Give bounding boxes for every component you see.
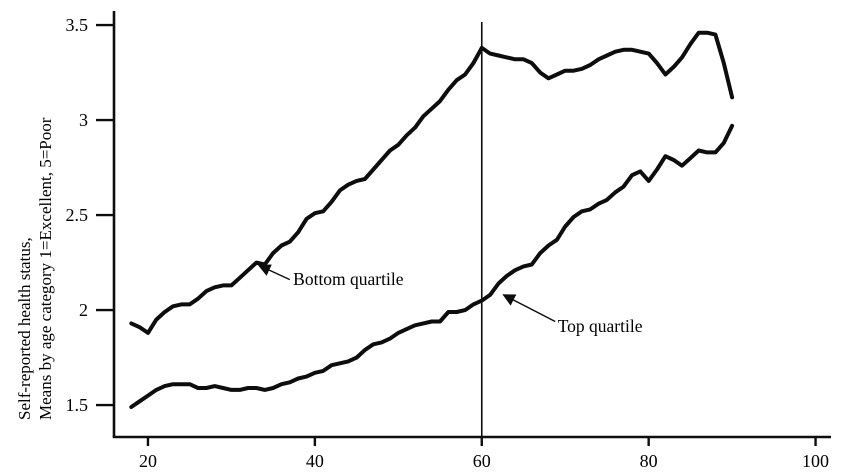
y-tick-label: 3: [79, 110, 88, 130]
x-tick-label: 20: [139, 451, 157, 471]
annotation-bottom-quartile: Bottom quartile: [293, 269, 404, 290]
annotation-arrow-0: [257, 264, 291, 281]
x-tick-label: 80: [640, 451, 658, 471]
y-axis-label-line1: Self-reported health status,: [15, 237, 34, 420]
x-tick-label: 40: [306, 451, 324, 471]
y-axis-label: Self-reported health status, Means by ag…: [14, 96, 58, 420]
y-axis-label-line2: Means by age category 1=Excellent, 5=Poo…: [36, 117, 55, 420]
y-tick-label: 2: [79, 300, 88, 320]
x-tick-label: 60: [473, 451, 491, 471]
series-line-bottom-quartile: [129, 30, 735, 335]
x-tick-label: 100: [802, 451, 829, 471]
y-tick-label: 1.5: [66, 395, 89, 415]
y-tick-label: 2.5: [66, 205, 89, 225]
series-line-top-quartile: [129, 123, 735, 409]
y-tick-label: 3.5: [66, 15, 89, 35]
annotation-top-quartile: Top quartile: [557, 316, 643, 337]
annotation-arrow-1: [502, 294, 556, 323]
